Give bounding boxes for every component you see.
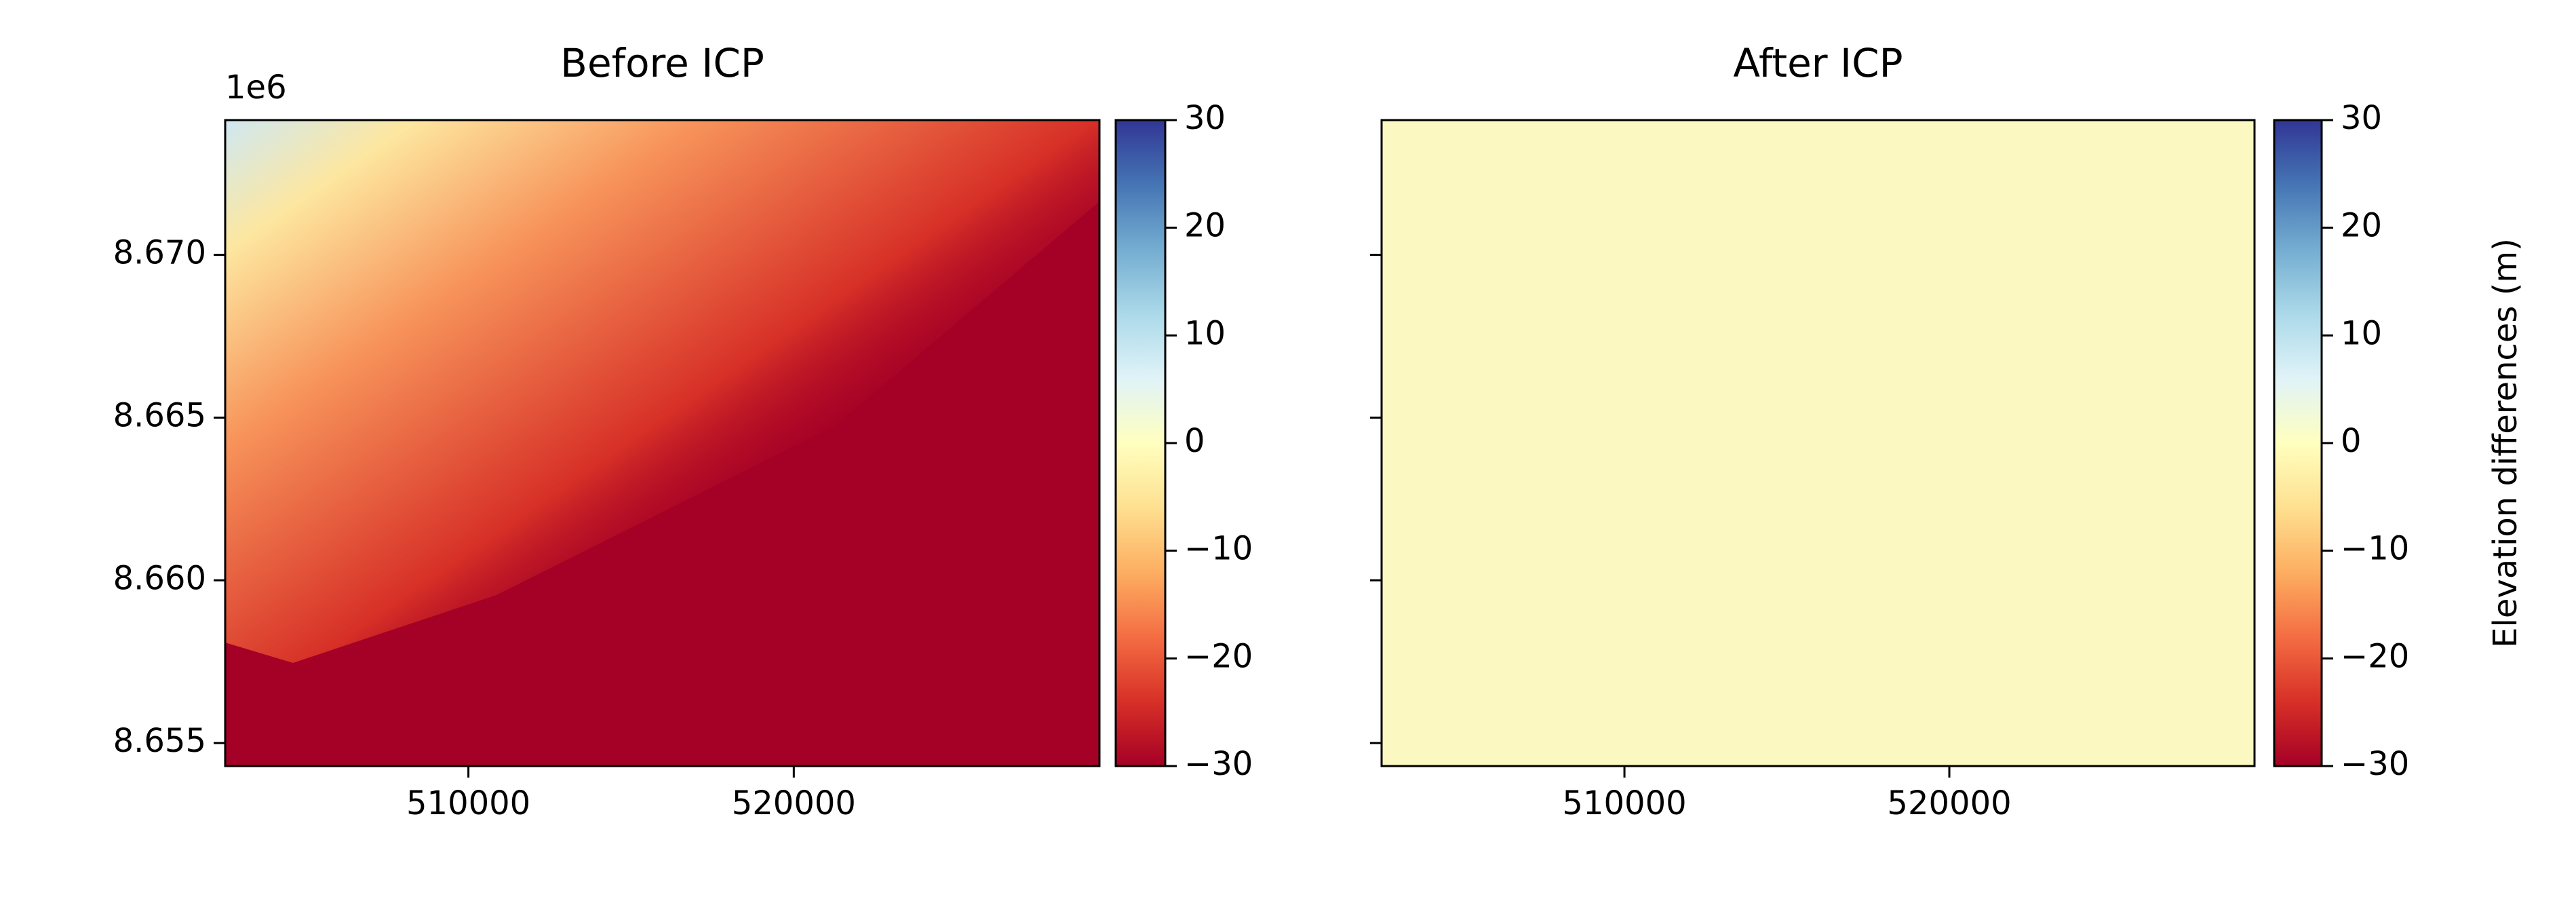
colorbar-tick-label: −20	[2341, 637, 2409, 675]
colorbar-label: Elevation differences (m)	[2486, 238, 2524, 648]
x-tick-label: 520000	[732, 784, 856, 822]
y-tick-label: 8.655	[113, 722, 206, 760]
colorbar-tick-label: 0	[2341, 422, 2362, 460]
colorbar-tick-label: 30	[2341, 99, 2382, 137]
title: Before ICP	[560, 40, 764, 86]
x-tick-label: 520000	[1887, 784, 2011, 822]
colorbar-tick-label: −30	[1184, 745, 1253, 783]
colorbar-tick-label: −20	[1184, 637, 1253, 675]
raster	[1382, 120, 2255, 766]
colorbar-tick-label: −10	[1184, 530, 1253, 568]
title: After ICP	[1733, 40, 1902, 86]
colorbar-tick-label: 10	[1184, 314, 1226, 352]
y-offset-label: 1e6	[225, 69, 287, 107]
colorbar-tick-label: 20	[2341, 207, 2382, 245]
y-tick-label: 8.660	[113, 559, 206, 597]
x-tick-label: 510000	[1562, 784, 1686, 822]
colorbar	[1114, 119, 1167, 767]
colorbar	[2273, 119, 2323, 767]
axes-frame	[224, 119, 1101, 767]
colorbar-tick-label: 0	[1184, 422, 1205, 460]
axes-frame	[1380, 119, 2256, 767]
y-tick-label: 8.665	[113, 396, 206, 434]
x-tick-label: 510000	[406, 784, 530, 822]
raster-shade	[225, 120, 1099, 663]
colorbar-tick-label: 30	[1184, 99, 1226, 137]
colorbar-tick-label: 20	[1184, 207, 1226, 245]
colorbar-tick-label: −30	[2341, 745, 2409, 783]
y-tick-label: 8.670	[113, 234, 206, 272]
colorbar-tick-label: −10	[2341, 530, 2409, 568]
colorbar-tick-label: 10	[2341, 314, 2382, 352]
